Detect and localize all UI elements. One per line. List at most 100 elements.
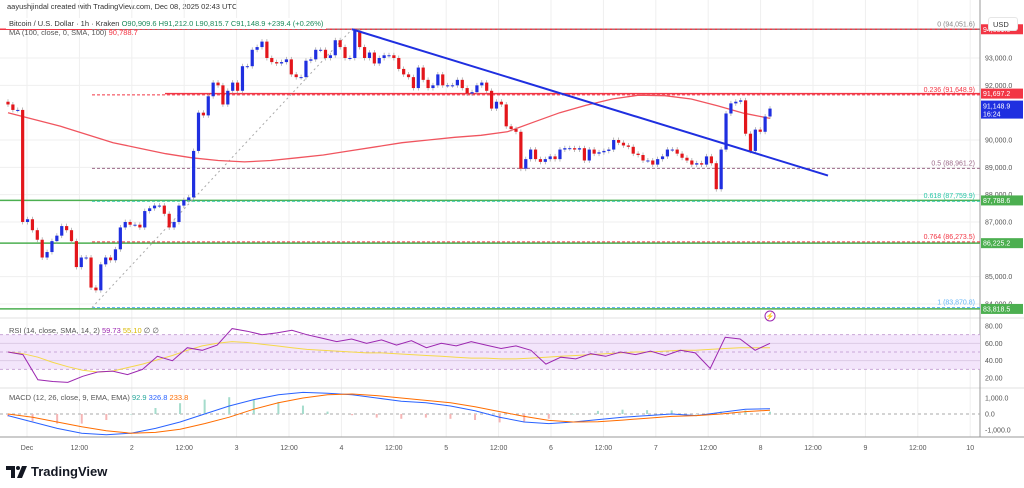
candle-body[interactable] [450,85,455,87]
candle-body[interactable] [680,153,684,158]
candle-body[interactable] [406,74,411,78]
candle-body[interactable] [323,49,328,58]
candle-body[interactable] [157,205,162,207]
candle-body[interactable] [377,58,381,64]
macd-legend[interactable]: MACD (12, 26, close, 9, EMA, EMA) 92.9 3… [9,393,188,402]
candle-body[interactable] [123,221,127,228]
candle-body[interactable] [108,257,113,261]
candle-body[interactable] [343,47,347,58]
candle-body[interactable] [362,47,367,58]
trendline[interactable] [351,28,829,177]
candle-body[interactable] [79,257,83,268]
candle-body[interactable] [563,148,567,150]
candle-body[interactable] [529,149,533,160]
candle-body[interactable] [631,146,635,154]
candle-body[interactable] [748,133,753,151]
candle-body[interactable] [641,155,645,161]
candle-body[interactable] [133,224,137,226]
lightning-icon[interactable] [764,310,776,322]
candle-body[interactable] [763,116,767,132]
candle-body[interactable] [294,74,298,78]
candle-body[interactable] [99,264,103,291]
candle-body[interactable] [734,101,738,104]
candle-body[interactable] [670,149,674,151]
candle-body[interactable] [441,74,445,86]
candle-body[interactable] [504,104,508,127]
candle-body[interactable] [646,160,650,162]
candle-body[interactable] [489,90,494,109]
candle-body[interactable] [387,55,391,57]
candle-body[interactable] [221,85,225,105]
fib-anchor-line[interactable] [91,28,353,308]
candle-body[interactable] [177,205,181,222]
candle-body[interactable] [524,159,528,169]
candle-body[interactable] [709,156,713,164]
candle-body[interactable] [328,55,332,58]
candle-body[interactable] [397,58,401,69]
candle-body[interactable] [431,85,435,89]
candle-body[interactable] [304,60,308,78]
candle-body[interactable] [455,79,459,86]
candle-body[interactable] [40,239,44,258]
candle-body[interactable] [421,67,425,80]
candle-body[interactable] [602,150,606,153]
candle-body[interactable] [499,101,503,105]
tradingview-logo[interactable]: TradingView [6,464,107,479]
candle-body[interactable] [226,90,230,105]
candle-body[interactable] [758,129,762,132]
candle-body[interactable] [21,109,25,222]
candle-body[interactable] [192,150,196,198]
candle-body[interactable] [656,159,660,165]
candle-body[interactable] [753,129,757,151]
candle-body[interactable] [89,257,93,288]
candle-body[interactable] [597,152,601,154]
candle-body[interactable] [695,163,699,165]
candle-body[interactable] [719,149,723,190]
candle-body[interactable] [470,92,474,94]
candle-body[interactable] [6,101,10,105]
candle-body[interactable] [187,197,191,201]
candle-body[interactable] [216,82,220,86]
candle-body[interactable] [460,79,464,89]
candle-body[interactable] [729,103,733,114]
candle-body[interactable] [138,224,142,228]
candle-body[interactable] [607,149,611,151]
candle-body[interactable] [275,62,279,64]
candle-body[interactable] [260,41,264,48]
candle-body[interactable] [568,148,572,150]
candle-body[interactable] [35,230,39,240]
candle-body[interactable] [50,241,54,253]
currency-selector[interactable]: USD [988,17,1018,31]
candle-body[interactable] [612,139,616,150]
candle-body[interactable] [162,205,166,214]
candle-body[interactable] [65,226,69,231]
candle-body[interactable] [475,85,479,93]
candle-body[interactable] [94,287,98,291]
candle-body[interactable] [514,129,518,132]
candle-body[interactable] [509,126,513,130]
candle-body[interactable] [485,82,489,91]
candle-body[interactable] [358,30,362,48]
candle-body[interactable] [299,77,303,79]
candle-body[interactable] [480,82,484,86]
candle-body[interactable] [201,112,205,116]
candle-body[interactable] [724,113,728,150]
candle-body[interactable] [74,241,78,268]
candle-body[interactable] [45,252,49,258]
candle-body[interactable] [768,108,772,117]
candle-body[interactable] [152,205,157,209]
candle-body[interactable] [167,213,171,228]
candle-body[interactable] [558,149,562,160]
candle-body[interactable] [436,74,440,86]
candle-body[interactable] [700,163,704,165]
candle-body[interactable] [690,160,694,165]
candle-body[interactable] [30,219,35,231]
candle-body[interactable] [411,77,416,89]
candle-body[interactable] [660,156,665,160]
candle-body[interactable] [279,62,284,64]
candle-body[interactable] [739,100,743,102]
candle-body[interactable] [353,30,357,58]
candle-body[interactable] [265,41,269,58]
candle-body[interactable] [240,66,245,91]
price-chart[interactable]: Dec 12:00 2 12:00 3 12:00 4 12:00 5 12:00 6 12:00 7 1… [0,0,1024,460]
